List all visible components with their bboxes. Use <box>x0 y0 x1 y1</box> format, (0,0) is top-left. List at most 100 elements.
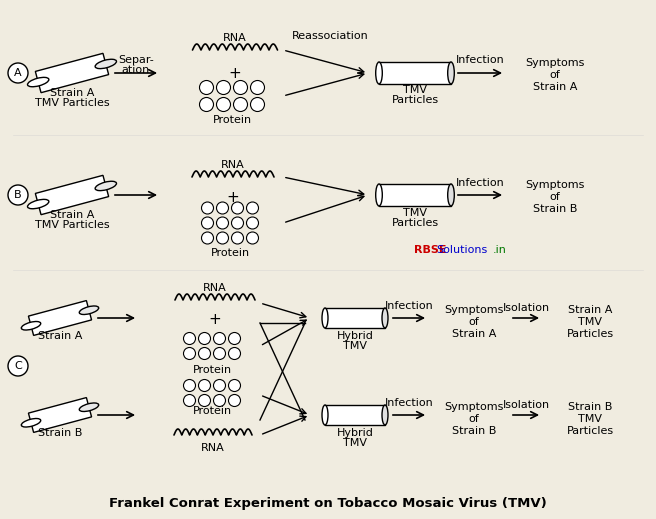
Polygon shape <box>325 308 385 328</box>
Circle shape <box>201 217 213 229</box>
Ellipse shape <box>95 59 117 69</box>
Text: Symptoms: Symptoms <box>444 305 504 315</box>
Circle shape <box>232 202 243 214</box>
Polygon shape <box>35 175 109 215</box>
Circle shape <box>213 394 226 406</box>
Circle shape <box>213 333 226 345</box>
Text: Symptoms: Symptoms <box>525 180 584 190</box>
Ellipse shape <box>79 403 98 412</box>
Polygon shape <box>28 398 92 432</box>
Circle shape <box>216 217 228 229</box>
Text: RBSE: RBSE <box>414 245 446 255</box>
Ellipse shape <box>95 181 117 190</box>
Ellipse shape <box>447 62 455 84</box>
Text: RNA: RNA <box>223 33 247 43</box>
Circle shape <box>199 98 213 112</box>
Ellipse shape <box>382 405 388 425</box>
Text: Isolation: Isolation <box>502 400 550 410</box>
Circle shape <box>216 80 230 94</box>
Circle shape <box>184 348 195 360</box>
Text: Infection: Infection <box>456 55 504 65</box>
Ellipse shape <box>22 418 41 427</box>
Polygon shape <box>379 62 451 84</box>
Text: Particles: Particles <box>566 426 613 436</box>
Text: Strain A: Strain A <box>50 88 94 98</box>
Text: Particles: Particles <box>392 95 439 105</box>
Text: TMV: TMV <box>343 341 367 351</box>
Text: TMV: TMV <box>403 85 427 95</box>
Text: RNA: RNA <box>201 443 225 453</box>
Ellipse shape <box>376 62 382 84</box>
Ellipse shape <box>322 405 328 425</box>
Ellipse shape <box>28 77 49 87</box>
Circle shape <box>228 348 241 360</box>
Text: TMV: TMV <box>578 317 602 327</box>
Text: RNA: RNA <box>221 160 245 170</box>
Polygon shape <box>35 53 109 93</box>
Text: Hybrid: Hybrid <box>337 331 373 341</box>
Circle shape <box>201 202 213 214</box>
Ellipse shape <box>376 184 382 206</box>
Ellipse shape <box>79 306 98 315</box>
Text: Infection: Infection <box>384 301 434 311</box>
Text: Infection: Infection <box>456 178 504 188</box>
Text: TMV Particles: TMV Particles <box>35 220 110 230</box>
Circle shape <box>234 80 247 94</box>
Text: Strain A: Strain A <box>50 210 94 220</box>
Text: ation: ation <box>122 65 150 75</box>
Circle shape <box>247 217 258 229</box>
Text: +: + <box>226 189 239 204</box>
Circle shape <box>184 394 195 406</box>
Text: Strain A: Strain A <box>452 329 496 339</box>
Circle shape <box>184 379 195 391</box>
Circle shape <box>8 356 28 376</box>
Text: Frankel Conrat Experiment on Tobacco Mosaic Virus (TMV): Frankel Conrat Experiment on Tobacco Mos… <box>109 497 547 510</box>
Text: Isolation: Isolation <box>502 303 550 313</box>
Text: Strain A: Strain A <box>38 331 82 341</box>
Text: +: + <box>229 65 241 80</box>
Circle shape <box>8 185 28 205</box>
Circle shape <box>216 98 230 112</box>
Circle shape <box>251 98 264 112</box>
Text: Hybrid: Hybrid <box>337 428 373 438</box>
Circle shape <box>213 379 226 391</box>
Circle shape <box>8 63 28 83</box>
Text: TMV Particles: TMV Particles <box>35 98 110 108</box>
Ellipse shape <box>322 308 328 328</box>
Text: Symptoms: Symptoms <box>525 58 584 68</box>
Ellipse shape <box>447 184 455 206</box>
Text: Strain A: Strain A <box>568 305 612 315</box>
Circle shape <box>228 379 241 391</box>
Circle shape <box>228 333 241 345</box>
Text: of: of <box>468 317 480 327</box>
Polygon shape <box>379 184 451 206</box>
Circle shape <box>213 348 226 360</box>
Text: Reassociation: Reassociation <box>292 31 369 41</box>
Circle shape <box>234 98 247 112</box>
Polygon shape <box>28 301 92 335</box>
Text: Particles: Particles <box>566 329 613 339</box>
Ellipse shape <box>28 199 49 209</box>
Text: Strain A: Strain A <box>533 82 577 92</box>
Text: RNA: RNA <box>203 283 227 293</box>
Text: Infection: Infection <box>384 398 434 408</box>
Circle shape <box>247 232 258 244</box>
Text: .in: .in <box>493 245 507 255</box>
Text: of: of <box>550 70 560 80</box>
Text: B: B <box>14 190 22 200</box>
Text: TMV: TMV <box>403 208 427 218</box>
Ellipse shape <box>382 308 388 328</box>
Circle shape <box>228 394 241 406</box>
Circle shape <box>247 202 258 214</box>
Ellipse shape <box>22 321 41 330</box>
Text: TMV: TMV <box>578 414 602 424</box>
Text: A: A <box>14 68 22 78</box>
Circle shape <box>201 232 213 244</box>
Circle shape <box>184 333 195 345</box>
Polygon shape <box>325 405 385 425</box>
Text: Strain B: Strain B <box>533 204 577 214</box>
Circle shape <box>199 80 213 94</box>
Text: Protein: Protein <box>192 365 232 375</box>
Text: Strain B: Strain B <box>568 402 612 412</box>
Text: of: of <box>468 414 480 424</box>
